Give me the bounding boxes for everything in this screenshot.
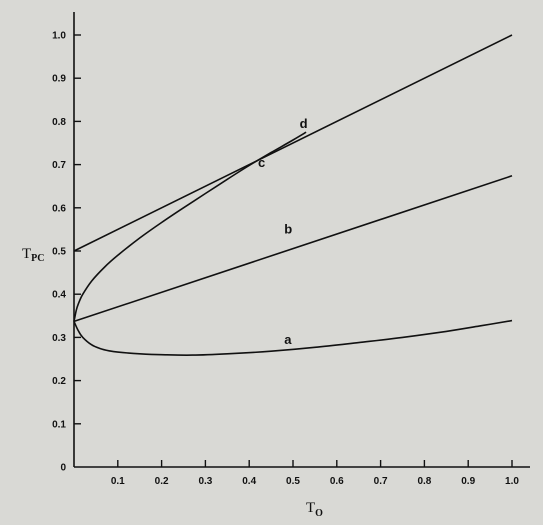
x-tick-label: 0.3 [198, 476, 212, 487]
series-label-a: a [284, 332, 292, 347]
x-axis-ticks: 0.1 0.2 0.3 0.4 0.5 0.6 0.7 0.8 0.9 1.0 [111, 460, 520, 487]
y-tick-label: 0.1 [52, 419, 66, 430]
x-tick-label: 0.9 [461, 476, 475, 487]
y-axis-title-sub: PC [31, 253, 44, 264]
y-tick-label: 0.2 [52, 376, 66, 387]
x-tick-label: 0.8 [417, 476, 431, 487]
y-axis-ticks: 0 0.1 0.2 0.3 0.4 0.5 0.6 0.7 0.8 0.9 1.0 [52, 31, 81, 474]
y-tick-label: 0.5 [52, 247, 66, 258]
y-tick-label: 0.6 [52, 203, 66, 214]
series-label-d: d [300, 116, 308, 131]
x-tick-label: 0.2 [155, 476, 169, 487]
x-tick-label: 0.1 [111, 476, 125, 487]
y-tick-label: 0.9 [52, 74, 66, 85]
x-tick-label: 0.5 [286, 476, 300, 487]
x-tick-label: 0.4 [242, 476, 256, 487]
x-tick-label: 0.6 [330, 476, 344, 487]
series-lines [74, 35, 512, 355]
series-line-a [74, 321, 512, 356]
x-tick-label: 0.7 [374, 476, 388, 487]
y-axis-title-main: T [22, 246, 31, 262]
y-tick-label: 1.0 [52, 31, 66, 42]
series-line-b [74, 176, 512, 322]
series-label-c: c [258, 155, 265, 170]
y-axis-title: TPC [22, 246, 45, 264]
x-tick-label: 1.0 [505, 476, 519, 487]
series-line-c [74, 132, 306, 321]
series-line-d [74, 35, 512, 251]
y-tick-label: 0 [60, 463, 66, 474]
x-axis-title: TO [306, 500, 323, 519]
y-tick-label: 0.8 [52, 117, 66, 128]
series-label-b: b [284, 222, 292, 237]
y-tick-label: 0.3 [52, 333, 66, 344]
series-labels: a b c d [258, 116, 308, 347]
y-tick-label: 0.7 [52, 160, 66, 171]
x-axis-title-sub: O [315, 508, 323, 519]
y-tick-label: 0.4 [52, 290, 66, 301]
x-axis-title-main: T [306, 500, 315, 516]
